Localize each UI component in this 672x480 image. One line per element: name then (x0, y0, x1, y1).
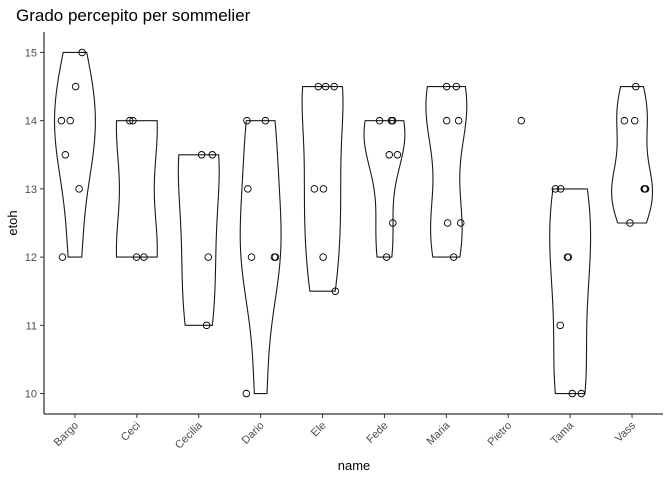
data-point (640, 185, 648, 193)
data-point (382, 253, 391, 261)
x-tick-label: Bargo (52, 420, 81, 449)
violin-dario (239, 120, 282, 395)
data-point (443, 219, 452, 227)
data-point (577, 389, 586, 398)
y-axis-ticks: 10 11 12 13 14 15 (25, 47, 44, 401)
data-point (244, 185, 252, 193)
data-point (58, 253, 67, 261)
data-point (243, 116, 251, 125)
data-point (632, 82, 640, 91)
data-point (557, 185, 565, 193)
data-point (242, 389, 251, 398)
violin-bargo (53, 51, 96, 258)
data-point (330, 82, 338, 91)
violin-fede (363, 120, 406, 258)
data-point (247, 253, 256, 261)
data-point (393, 151, 402, 159)
data-point (449, 253, 458, 261)
x-tick-label: Ceci (119, 420, 143, 444)
x-tick-label: Cecilia (173, 419, 205, 451)
violin-cecilia (177, 154, 220, 326)
data-point (271, 253, 280, 261)
data-point (261, 116, 270, 125)
data-point (442, 116, 451, 125)
violin-ele (301, 86, 344, 292)
x-axis-ticks: Bargo Ceci Cecilia Dario Ele Fede Maria Pietro T… (52, 414, 639, 451)
x-tick-label: Maria (425, 419, 454, 448)
data-point (454, 116, 463, 125)
data-point (375, 116, 384, 125)
data-point (208, 151, 217, 159)
data-point (331, 287, 340, 295)
data-point (126, 116, 134, 125)
data-point (75, 185, 83, 193)
data-point (314, 82, 323, 91)
data-point (620, 116, 629, 125)
violin-tama (549, 188, 592, 395)
data-point (202, 321, 211, 330)
data-point (630, 116, 639, 125)
y-tick-label: 13 (25, 184, 37, 196)
x-tick-label: Dario (240, 420, 267, 447)
data-point (387, 116, 396, 125)
x-tick-label: Tama (549, 419, 577, 447)
data-point (197, 151, 206, 159)
y-tick-label: 15 (25, 47, 37, 59)
y-tick-label: 11 (26, 320, 37, 332)
data-point (551, 185, 560, 193)
x-tick-label: Fede (364, 420, 390, 446)
y-tick-label: 12 (25, 252, 37, 264)
data-point (385, 151, 394, 159)
violin-ceci (115, 120, 158, 258)
x-tick-label: Vass (613, 419, 639, 445)
x-tick-label: Pietro (486, 420, 515, 449)
data-point (321, 82, 330, 91)
data-point (442, 82, 451, 91)
data-point (57, 116, 66, 125)
plot-area (53, 48, 654, 398)
data-point (457, 219, 465, 227)
data-point (129, 116, 137, 125)
y-tick-label: 14 (25, 116, 37, 128)
data-point (452, 82, 461, 91)
x-tick-label: Ele (309, 420, 329, 440)
data-point (626, 219, 634, 227)
data-point (71, 82, 80, 91)
data-point (61, 151, 70, 159)
data-point (78, 48, 86, 57)
data-point (319, 185, 328, 193)
chart-title: Grado percepito per sommelier (16, 6, 251, 25)
data-point (310, 185, 319, 193)
data-point (132, 253, 141, 261)
y-tick-label: 10 (25, 389, 37, 401)
violin-vass (611, 86, 654, 224)
data-point (389, 219, 397, 227)
data-point (66, 116, 74, 125)
data-point (517, 116, 526, 125)
x-axis-title: name (338, 458, 371, 473)
data-point (568, 389, 577, 398)
data-point (204, 253, 212, 261)
y-axis-title: etoh (5, 210, 20, 235)
data-point (564, 253, 573, 261)
violin-maria (425, 86, 468, 258)
data-point (556, 321, 564, 330)
data-point (140, 253, 148, 261)
data-point (319, 253, 327, 261)
